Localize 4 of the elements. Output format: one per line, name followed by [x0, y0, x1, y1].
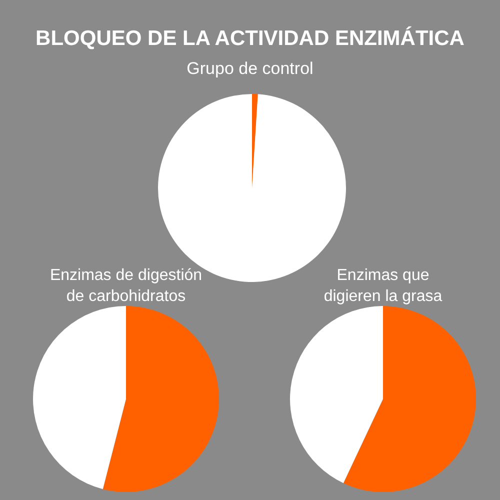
chart-title: Enzimas que digieren la grasa [322, 266, 444, 307]
chart-title: BLOQUEO DE LA ACTIVIDAD ENZIMÁTICA [34, 27, 466, 50]
chart-title: Enzimas de digestión de carbohidratos [48, 266, 204, 307]
chart-subtitle: Grupo de control [186, 58, 314, 79]
